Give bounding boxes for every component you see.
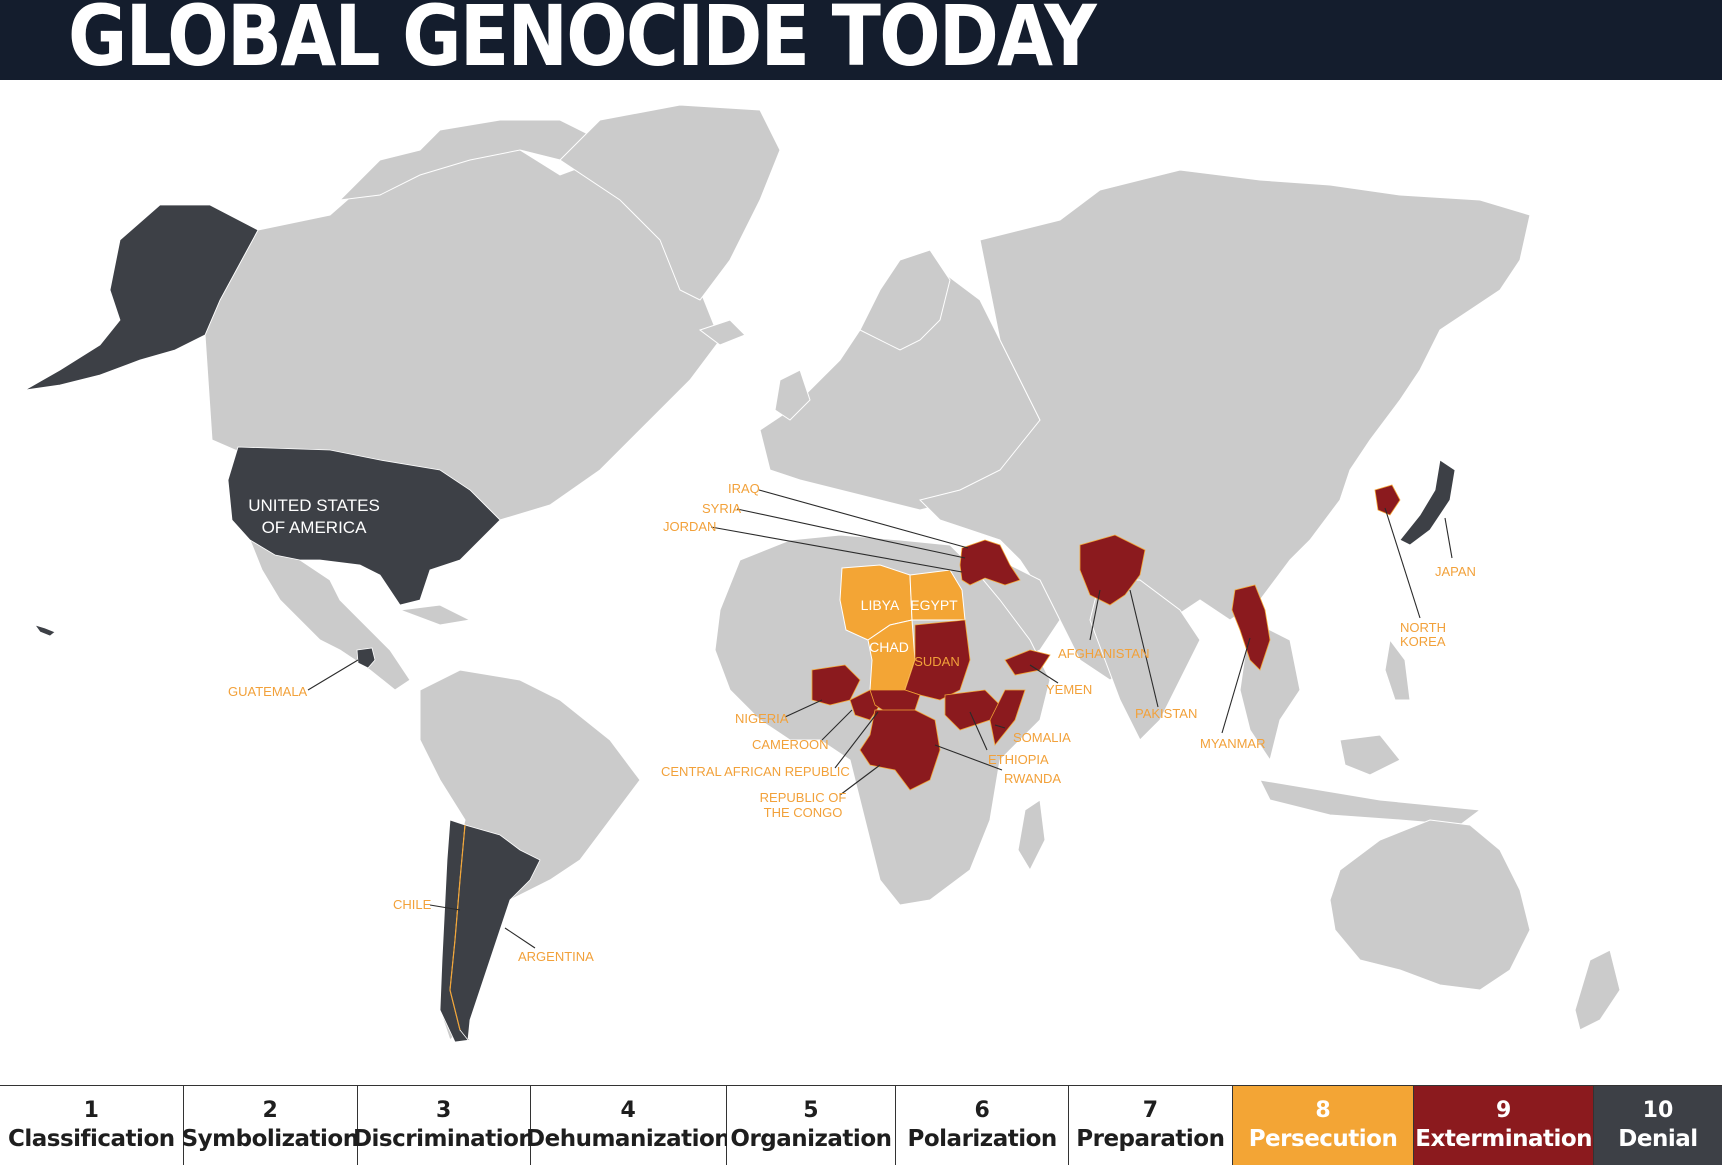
landmass-new-zealand bbox=[1574, 949, 1621, 1031]
country-egypt bbox=[909, 569, 966, 621]
world-map-svg: UNITED STATES OF AMERICA IRAQ SYRIA JORD… bbox=[24, 104, 1621, 1043]
stage-name: Polarization bbox=[907, 1125, 1058, 1152]
stage-number: 3 bbox=[435, 1097, 452, 1123]
chad-label: CHAD bbox=[869, 639, 909, 655]
stage-number: 1 bbox=[83, 1097, 99, 1123]
sudan-label: SUDAN bbox=[914, 654, 960, 669]
country-sudan bbox=[904, 619, 971, 701]
stage-1: 1 Classification bbox=[0, 1086, 184, 1165]
stage-3: 3 Discrimination bbox=[353, 1086, 535, 1165]
stage-name: Dehumanization bbox=[526, 1125, 731, 1152]
syria-label: SYRIA bbox=[702, 501, 741, 516]
stage-name: Denial bbox=[1618, 1125, 1698, 1152]
country-drc bbox=[859, 709, 941, 791]
landmass-australia bbox=[1329, 819, 1531, 991]
landmass-philippines bbox=[1384, 638, 1411, 701]
argentina-label: ARGENTINA bbox=[518, 949, 594, 964]
page-title: GLOBAL GENOCIDE TODAY bbox=[68, 0, 1097, 85]
stage-8: 8 Persecution bbox=[1232, 1086, 1415, 1165]
country-north-korea bbox=[1374, 484, 1401, 516]
stage-name: Persecution bbox=[1248, 1125, 1398, 1152]
stage-name: Organization bbox=[730, 1125, 892, 1152]
pakistan-label: PAKISTAN bbox=[1135, 706, 1197, 721]
landmass-borneo bbox=[1339, 734, 1401, 776]
country-guatemala bbox=[356, 647, 376, 669]
landmass-scandinavia bbox=[859, 249, 951, 351]
stage-4: 4 Dehumanization bbox=[526, 1086, 731, 1165]
car-label: CENTRAL AFRICAN REPUBLIC bbox=[661, 764, 850, 779]
north-korea-label-1: NORTH bbox=[1400, 620, 1446, 635]
stage-name: Preparation bbox=[1076, 1125, 1225, 1152]
country-japan bbox=[1399, 459, 1456, 546]
stage-6: 6 Polarization bbox=[896, 1086, 1069, 1165]
stage-2: 2 Symbolization bbox=[181, 1086, 360, 1165]
stage-name: Symbolization bbox=[181, 1125, 360, 1152]
jordan-label: JORDAN bbox=[663, 519, 716, 534]
yemen-label: YEMEN bbox=[1046, 682, 1092, 697]
denial-countries bbox=[24, 204, 1456, 1043]
stage-9: 9 Extermination bbox=[1414, 1086, 1594, 1165]
stage-name: Extermination bbox=[1415, 1125, 1593, 1152]
afghanistan-label: AFGHANISTAN bbox=[1058, 646, 1150, 661]
libya-label: LIBYA bbox=[861, 597, 900, 613]
stage-legend: 1 Classification 2 Symbolization 3 Discrimina… bbox=[0, 1085, 1722, 1165]
cameroon-label: CAMEROON bbox=[752, 737, 829, 752]
country-alaska bbox=[24, 204, 259, 391]
chile-argentina-border bbox=[449, 824, 466, 1031]
congo-label-2: THE CONGO bbox=[764, 805, 843, 820]
landmass-greenland bbox=[559, 104, 781, 301]
landmass-india bbox=[1089, 579, 1201, 741]
landmass-asia bbox=[919, 169, 1531, 681]
stage-10: 10 Denial bbox=[1593, 1086, 1722, 1165]
ethiopia-label: ETHIOPIA bbox=[988, 752, 1049, 767]
landmass-uk bbox=[774, 369, 811, 421]
guatemala-label: GUATEMALA bbox=[228, 684, 308, 699]
stage-number: 9 bbox=[1496, 1097, 1512, 1123]
landmass-madagascar bbox=[1017, 799, 1046, 872]
stage-number: 10 bbox=[1642, 1097, 1674, 1123]
usa-label-2: OF AMERICA bbox=[262, 518, 368, 537]
stage-number: 8 bbox=[1315, 1097, 1331, 1123]
stage-number: 5 bbox=[803, 1097, 819, 1123]
stage-name: Classification bbox=[7, 1125, 175, 1152]
stage-name: Discrimination bbox=[352, 1125, 535, 1152]
country-argentina bbox=[449, 824, 541, 1042]
myanmar-label: MYANMAR bbox=[1200, 736, 1265, 751]
somalia-label: SOMALIA bbox=[1013, 730, 1071, 745]
landmass-indonesia bbox=[1259, 779, 1482, 826]
stage-5: 5 Organization bbox=[726, 1086, 897, 1165]
nigeria-label: NIGERIA bbox=[735, 711, 789, 726]
country-iraq-syria-jordan bbox=[959, 539, 1021, 586]
country-somalia bbox=[989, 689, 1026, 746]
japan-label: JAPAN bbox=[1435, 564, 1476, 579]
stage-number: 7 bbox=[1142, 1097, 1159, 1123]
landmass-cuba bbox=[399, 604, 472, 626]
rwanda-label: RWANDA bbox=[1004, 771, 1061, 786]
stage-7: 7 Preparation bbox=[1068, 1086, 1233, 1165]
congo-label-1: REPUBLIC OF bbox=[760, 790, 847, 805]
extermination-countries bbox=[811, 484, 1401, 791]
stage-number: 2 bbox=[262, 1097, 278, 1123]
usa-label-1: UNITED STATES bbox=[248, 496, 380, 515]
world-map: UNITED STATES OF AMERICA IRAQ SYRIA JORD… bbox=[0, 80, 1722, 1085]
map-labels: UNITED STATES OF AMERICA IRAQ SYRIA JORD… bbox=[228, 481, 1476, 964]
chile-label: CHILE bbox=[393, 897, 432, 912]
iraq-label: IRAQ bbox=[728, 481, 760, 496]
country-afghanistan-pakistan bbox=[1079, 534, 1146, 606]
title-bar: GLOBAL GENOCIDE TODAY bbox=[0, 0, 1722, 80]
landmass-iceland bbox=[698, 319, 746, 346]
stage-number: 6 bbox=[974, 1097, 990, 1123]
north-korea-label-2: KOREA bbox=[1400, 634, 1446, 649]
country-hawaii bbox=[33, 624, 56, 637]
country-yemen bbox=[1004, 649, 1051, 676]
persecution-countries bbox=[839, 564, 966, 701]
country-myanmar bbox=[1231, 584, 1271, 671]
stage-number: 4 bbox=[620, 1097, 636, 1123]
country-usa bbox=[227, 446, 501, 606]
leader-lines bbox=[307, 489, 1453, 949]
egypt-label: EGYPT bbox=[910, 597, 958, 613]
